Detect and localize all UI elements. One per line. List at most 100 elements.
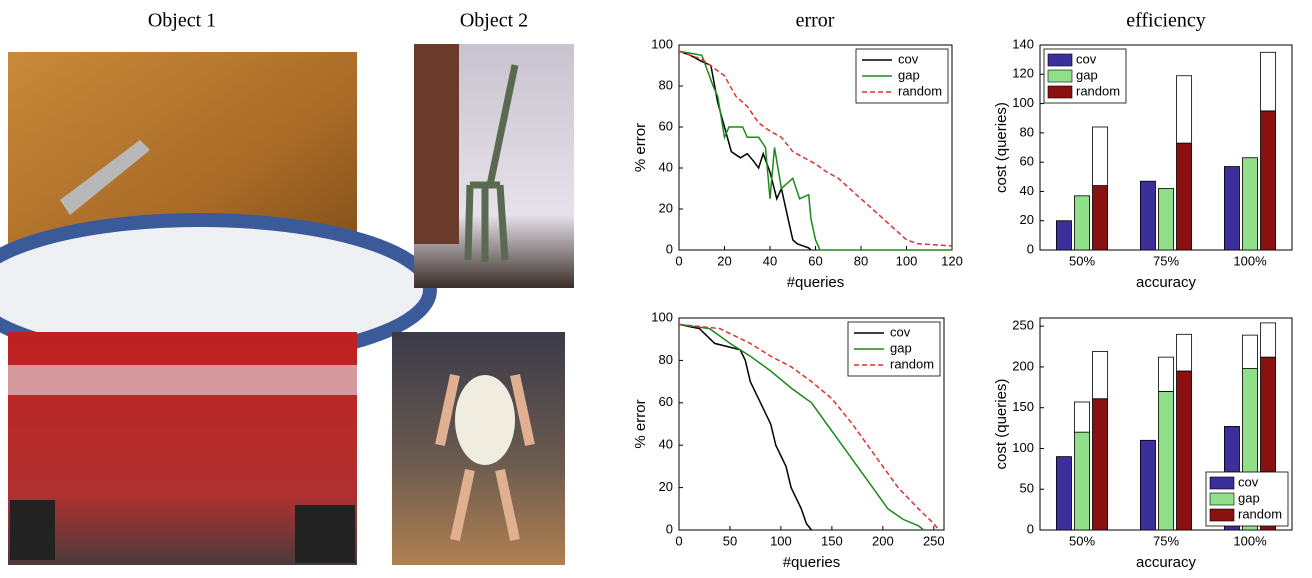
bar [1055, 456, 1072, 531]
column-title: Object 1 [148, 10, 216, 32]
y-tick-label: 250 [1012, 318, 1034, 333]
x-tick-label: 75% [1153, 253, 1179, 268]
line [678, 50, 953, 247]
bar [1176, 370, 1193, 531]
y-tick-label: 100 [651, 36, 673, 51]
legend-label: gap [898, 67, 920, 82]
bar [1074, 401, 1090, 433]
y-tick-label: 20 [659, 479, 673, 494]
x-tick-label: 200 [872, 533, 894, 548]
line [678, 323, 925, 531]
y-axis-label: % error [632, 123, 649, 172]
y-tick-label: 120 [1012, 66, 1034, 81]
y-tick-label: 60 [659, 394, 673, 409]
line [678, 50, 952, 251]
bar [1260, 322, 1277, 358]
column-title: Object 2 [460, 10, 528, 32]
x-tick-label: 150 [821, 533, 843, 548]
x-tick-label: 100 [896, 253, 918, 268]
legend-label: random [898, 83, 942, 98]
y-tick-label: 60 [1020, 154, 1034, 169]
bar [1092, 126, 1109, 186]
x-tick-label: 100% [1233, 533, 1267, 548]
y-tick-label: 150 [1012, 399, 1034, 414]
x-tick-label: 60 [808, 253, 822, 268]
x-tick-label: 40 [763, 253, 777, 268]
legend-label: cov [890, 324, 911, 339]
photo [0, 52, 437, 367]
legend-label: cov [1238, 474, 1259, 489]
y-tick-label: 50 [1020, 481, 1034, 496]
bar [1176, 333, 1193, 372]
y-tick-label: 40 [659, 437, 673, 452]
x-axis-label: accuracy [1136, 274, 1197, 291]
bar [1139, 180, 1156, 251]
x-tick-label: 100% [1233, 253, 1267, 268]
x-axis-label: #queries [783, 554, 841, 571]
legend-swatch [1209, 476, 1235, 490]
bar [1158, 188, 1174, 251]
x-tick-label: 100 [770, 533, 792, 548]
x-tick-label: 75% [1153, 533, 1179, 548]
legend-label: random [1238, 506, 1282, 521]
bar [1242, 334, 1258, 369]
legend-label: gap [1076, 67, 1098, 82]
photo [8, 332, 357, 565]
bar [1223, 166, 1240, 251]
y-axis-label: % error [632, 399, 649, 448]
x-tick-label: 0 [675, 533, 682, 548]
y-tick-label: 40 [1020, 183, 1034, 198]
y-tick-label: 0 [666, 241, 673, 256]
x-tick-label: 0 [675, 253, 682, 268]
bar [1092, 185, 1109, 251]
y-tick-label: 40 [659, 159, 673, 174]
legend-swatch [1047, 69, 1073, 83]
y-tick-label: 80 [659, 352, 673, 367]
y-tick-label: 80 [1020, 124, 1034, 139]
bar [1074, 195, 1090, 251]
x-tick-label: 120 [941, 253, 963, 268]
bar [1176, 142, 1193, 251]
photo [414, 44, 574, 288]
legend-label: random [1076, 83, 1120, 98]
bar [1092, 351, 1109, 400]
bar [1158, 390, 1174, 531]
legend-label: random [890, 356, 934, 371]
x-tick-label: 50% [1069, 253, 1095, 268]
y-tick-label: 60 [659, 118, 673, 133]
bar [1158, 356, 1174, 392]
bar [1260, 51, 1277, 112]
y-tick-label: 0 [1027, 521, 1034, 536]
bar [1092, 398, 1109, 531]
x-tick-label: 80 [854, 253, 868, 268]
legend-swatch [1209, 492, 1235, 506]
x-tick-label: 20 [717, 253, 731, 268]
bar [1260, 110, 1277, 251]
legend-swatch [1209, 508, 1235, 522]
legend-label: gap [890, 340, 912, 355]
y-axis-label: cost (queries) [993, 379, 1010, 470]
line [678, 50, 812, 251]
bar [1074, 431, 1090, 531]
legend-label: cov [898, 51, 919, 66]
x-axis-label: #queries [787, 274, 845, 291]
y-tick-label: 20 [659, 200, 673, 215]
y-tick-label: 200 [1012, 358, 1034, 373]
y-tick-label: 20 [1020, 212, 1034, 227]
y-tick-label: 140 [1012, 36, 1034, 51]
column-title: efficiency [1126, 10, 1206, 32]
photo [392, 332, 565, 565]
x-tick-label: 50 [723, 533, 737, 548]
bar [1139, 439, 1156, 531]
bar [1176, 75, 1193, 144]
legend-swatch [1047, 53, 1073, 67]
y-tick-label: 0 [1027, 241, 1034, 256]
legend-label: gap [1238, 490, 1260, 505]
bar [1242, 157, 1258, 251]
x-tick-label: 250 [923, 533, 945, 548]
x-tick-label: 50% [1069, 533, 1095, 548]
legend-label: cov [1076, 51, 1097, 66]
legend-swatch [1047, 85, 1073, 99]
